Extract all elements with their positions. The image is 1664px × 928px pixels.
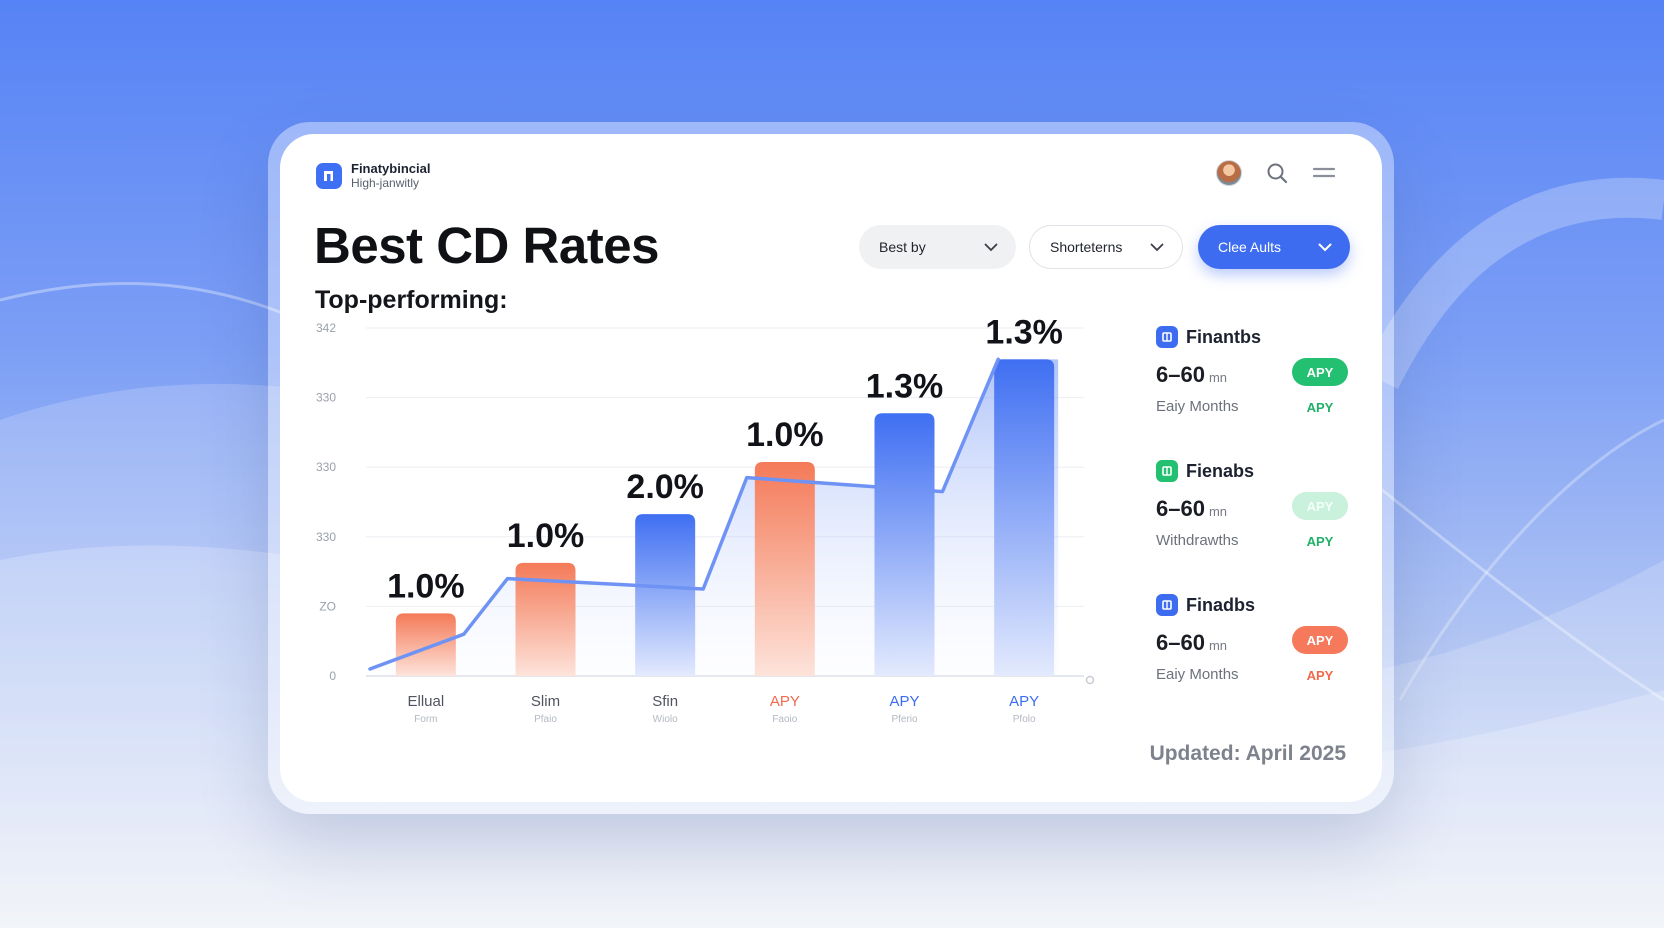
offer-note: Withdrawths bbox=[1156, 532, 1239, 549]
y-tick-label: ZO bbox=[319, 599, 336, 613]
bank-logo-icon bbox=[316, 163, 342, 189]
offer-apy-badge[interactable]: APY bbox=[1292, 358, 1348, 386]
data-label: 2.0% bbox=[626, 468, 704, 506]
offer-term-unit: mn bbox=[1208, 638, 1228, 653]
offer-term: 6–60 bbox=[1156, 496, 1205, 521]
sort-dropdown-label: Best by bbox=[879, 239, 926, 255]
hamburger-menu-icon[interactable] bbox=[1312, 165, 1336, 181]
x-tick-label: APY bbox=[1009, 693, 1039, 710]
y-tick-label: 342 bbox=[316, 321, 336, 335]
offer-note: Eaiy Months bbox=[1156, 398, 1239, 415]
y-tick-label: 330 bbox=[316, 530, 336, 544]
term-dropdown-label: Shorteterns bbox=[1050, 239, 1123, 255]
bank-icon bbox=[1156, 460, 1178, 482]
page-title: Best CD Rates bbox=[314, 217, 659, 274]
user-avatar[interactable] bbox=[1216, 160, 1242, 186]
offer-term: 6–60 bbox=[1156, 630, 1205, 655]
bar-3 bbox=[635, 514, 696, 676]
chevron-down-icon bbox=[1318, 243, 1332, 251]
x-tick-sublabel: Pfolo bbox=[1013, 714, 1036, 725]
bank-icon bbox=[1156, 594, 1178, 616]
offer-card-2[interactable]: Fienabs 6–60 mn Withdrawths APY APY bbox=[1156, 460, 1356, 560]
axis-end-marker bbox=[1085, 675, 1095, 685]
data-label: 1.3% bbox=[866, 367, 944, 405]
sort-dropdown[interactable]: Best by bbox=[859, 225, 1016, 269]
x-tick-sublabel: Pferio bbox=[891, 714, 918, 725]
offer-card-3[interactable]: Finadbs 6–60 mn Eaiy Months APY APY bbox=[1156, 594, 1356, 694]
offer-apy-label: APY bbox=[1306, 668, 1334, 683]
brand-tagline: High-janwitly bbox=[351, 176, 420, 190]
header-actions bbox=[1216, 160, 1336, 186]
brand[interactable]: Finatybincial High-janwitly bbox=[316, 162, 430, 190]
bar-6 bbox=[994, 359, 1055, 676]
data-label: 1.0% bbox=[746, 416, 824, 454]
offer-name: Fienabs bbox=[1186, 460, 1255, 481]
page-subtitle: Top-performing: bbox=[315, 286, 508, 314]
x-tick-sublabel: Faoio bbox=[772, 714, 797, 725]
offer-name: Finadbs bbox=[1186, 594, 1256, 615]
offer-apy-badge[interactable]: APY bbox=[1292, 626, 1348, 654]
x-tick-label: APY bbox=[770, 693, 800, 710]
data-label: 1.3% bbox=[985, 313, 1063, 351]
offer-name: Finantbs bbox=[1186, 326, 1261, 347]
x-tick-label: Slim bbox=[531, 693, 560, 710]
updated-timestamp: Updated: April 2025 bbox=[1149, 742, 1346, 765]
offer-card-1[interactable]: Finantbs 6–60 mn Eaiy Months APY APY bbox=[1156, 326, 1356, 426]
brand-name: Finatybincial bbox=[351, 161, 431, 176]
trend-area bbox=[370, 359, 1059, 676]
bar-1 bbox=[395, 613, 456, 676]
cd-rates-bar-chart: 0 ZO 330 330 330 342 1.0% Ellual Form 1.0% Slim Pfa… bbox=[316, 313, 1095, 725]
trend-line bbox=[368, 357, 1000, 671]
data-label: 1.0% bbox=[387, 567, 465, 605]
accounts-dropdown-label: Clee Aults bbox=[1218, 239, 1282, 255]
x-tick-label: Ellual bbox=[407, 693, 444, 710]
offer-term-unit: mn bbox=[1208, 504, 1228, 519]
chevron-down-icon bbox=[1150, 243, 1164, 251]
term-dropdown[interactable]: Shorteterns bbox=[1029, 225, 1183, 269]
offer-apy-label: APY bbox=[1306, 400, 1334, 415]
x-tick-label: APY bbox=[889, 693, 919, 710]
bar-4 bbox=[754, 461, 815, 676]
bar-2 bbox=[515, 562, 576, 676]
x-tick-sublabel: Pfaio bbox=[534, 714, 557, 725]
accounts-dropdown[interactable]: Clee Aults bbox=[1198, 225, 1350, 269]
search-icon[interactable] bbox=[1266, 162, 1288, 184]
offer-term: 6–60 bbox=[1156, 362, 1205, 387]
x-tick-sublabel: Wiolo bbox=[653, 714, 678, 725]
y-tick-label: 330 bbox=[316, 391, 336, 405]
offer-note: Eaiy Months bbox=[1156, 666, 1239, 683]
bank-icon bbox=[1156, 326, 1178, 348]
y-tick-label: 330 bbox=[316, 460, 336, 474]
y-tick-label: 0 bbox=[329, 669, 336, 683]
chevron-down-icon bbox=[984, 243, 998, 251]
offer-term-unit: mn bbox=[1208, 370, 1228, 385]
offer-apy-badge[interactable]: APY bbox=[1292, 492, 1348, 520]
offer-apy-label: APY bbox=[1306, 534, 1334, 549]
data-label: 1.0% bbox=[507, 517, 585, 555]
x-tick-sublabel: Form bbox=[414, 714, 437, 725]
rates-card: Finatybincial High-janwitly Best CD Rate… bbox=[280, 134, 1382, 802]
bar-5 bbox=[874, 413, 935, 676]
x-tick-label: Sfin bbox=[652, 693, 678, 710]
